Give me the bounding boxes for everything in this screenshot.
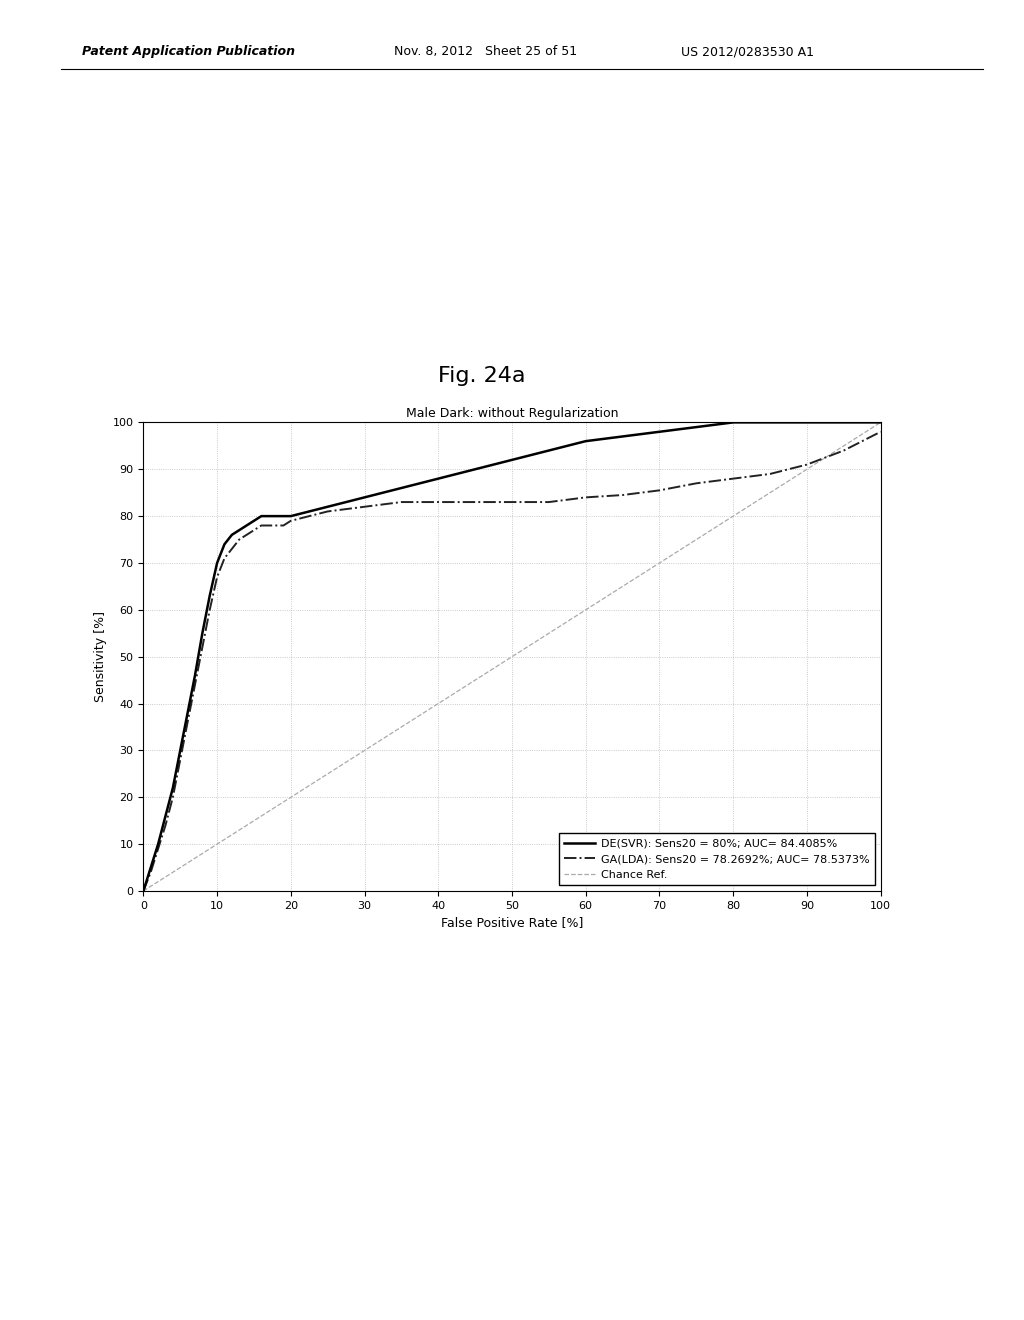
X-axis label: False Positive Rate [%]: False Positive Rate [%] bbox=[440, 916, 584, 929]
Y-axis label: Sensitivity [%]: Sensitivity [%] bbox=[94, 611, 108, 702]
Text: Nov. 8, 2012   Sheet 25 of 51: Nov. 8, 2012 Sheet 25 of 51 bbox=[394, 45, 578, 58]
Legend: DE(SVR): Sens20 = 80%; AUC= 84.4085%, GA(LDA): Sens20 = 78.2692%; AUC= 78.5373%,: DE(SVR): Sens20 = 80%; AUC= 84.4085%, GA… bbox=[559, 833, 876, 886]
Text: Fig. 24a: Fig. 24a bbox=[437, 366, 525, 387]
Title: Male Dark: without Regularization: Male Dark: without Regularization bbox=[406, 407, 618, 420]
Text: Patent Application Publication: Patent Application Publication bbox=[82, 45, 295, 58]
Text: US 2012/0283530 A1: US 2012/0283530 A1 bbox=[681, 45, 814, 58]
